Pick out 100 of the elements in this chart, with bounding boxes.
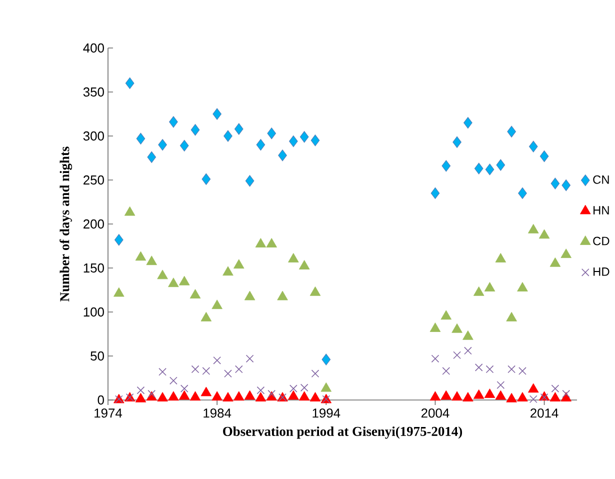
point: [268, 390, 276, 398]
x-axis-title: Observation period at Gisenyi(1975-2014): [223, 426, 462, 439]
y-tick-label: 0: [98, 395, 104, 405]
point: [518, 187, 527, 199]
point: [485, 164, 494, 176]
point: [224, 370, 232, 378]
point: [234, 123, 244, 135]
point: [518, 367, 526, 375]
point: [496, 381, 505, 389]
point: [442, 160, 451, 172]
point: [464, 346, 472, 355]
y-axis-title: Number of days and nights: [60, 146, 72, 302]
point: [255, 392, 266, 402]
point: [135, 251, 146, 261]
x-tick-label: 2004: [421, 408, 450, 418]
point: [222, 266, 234, 276]
point: [289, 136, 298, 148]
point: [562, 180, 571, 192]
legend-label: HN: [594, 206, 609, 214]
point: [473, 389, 484, 399]
point: [430, 322, 441, 332]
point: [267, 128, 276, 140]
point: [158, 368, 166, 376]
point: [431, 354, 440, 363]
point: [300, 384, 308, 392]
point: [148, 390, 156, 398]
point: [506, 312, 517, 322]
point: [158, 139, 167, 151]
point: [452, 391, 462, 401]
point: [320, 382, 332, 392]
y-tick-label: 50: [90, 351, 104, 361]
y-tick-label: 300: [83, 131, 104, 141]
point: [474, 162, 484, 174]
point: [440, 310, 452, 320]
point: [212, 300, 222, 310]
x-tick-label: 1984: [204, 408, 232, 418]
point: [213, 356, 221, 364]
x-tick-label: 1994: [312, 408, 340, 418]
point: [190, 289, 201, 298]
point: [440, 390, 452, 400]
point: [506, 392, 517, 402]
y-tick-label: 400: [83, 43, 104, 53]
point: [234, 259, 244, 269]
legend-label: HD: [594, 268, 610, 276]
point: [125, 77, 134, 89]
y-tick-label: 150: [84, 263, 104, 273]
point: [136, 132, 146, 144]
point: [560, 248, 572, 258]
point: [224, 130, 232, 142]
point: [452, 136, 462, 148]
point: [453, 351, 461, 360]
point: [202, 367, 210, 375]
point: [288, 390, 299, 400]
point: [517, 392, 528, 402]
point: [114, 234, 124, 246]
point: [484, 282, 496, 292]
point: [550, 392, 561, 402]
point: [550, 257, 561, 267]
point: [256, 139, 266, 151]
point: [473, 286, 484, 296]
point: [474, 364, 483, 372]
point: [462, 330, 474, 340]
point: [464, 117, 472, 129]
point: [290, 384, 298, 392]
point: [136, 386, 145, 394]
point: [157, 392, 168, 402]
point: [246, 354, 254, 363]
y-tick-label: 200: [84, 219, 104, 229]
point: [538, 229, 550, 239]
point: [200, 386, 212, 396]
point: [528, 140, 538, 152]
point: [180, 140, 189, 152]
point: [462, 392, 474, 402]
point: [266, 238, 277, 248]
point: [529, 395, 538, 404]
point: [178, 276, 190, 286]
point: [551, 384, 560, 392]
point: [190, 391, 201, 401]
point: [245, 175, 254, 187]
point: [157, 270, 168, 280]
point: [310, 134, 320, 146]
point: [256, 386, 265, 394]
x-tick-label: 2014: [530, 408, 558, 418]
point: [147, 151, 156, 163]
legend-label: CN: [593, 175, 609, 184]
point: [310, 392, 321, 402]
point: [430, 391, 441, 401]
point: [484, 388, 496, 398]
point: [135, 392, 146, 402]
point: [550, 178, 560, 190]
point: [168, 391, 179, 401]
point: [190, 124, 200, 136]
x-tick-label: 1974: [94, 408, 122, 418]
point: [495, 253, 506, 262]
point: [562, 390, 570, 398]
point: [191, 365, 200, 374]
point: [288, 253, 299, 262]
point: [430, 187, 440, 199]
point: [300, 131, 309, 143]
point: [528, 383, 539, 393]
